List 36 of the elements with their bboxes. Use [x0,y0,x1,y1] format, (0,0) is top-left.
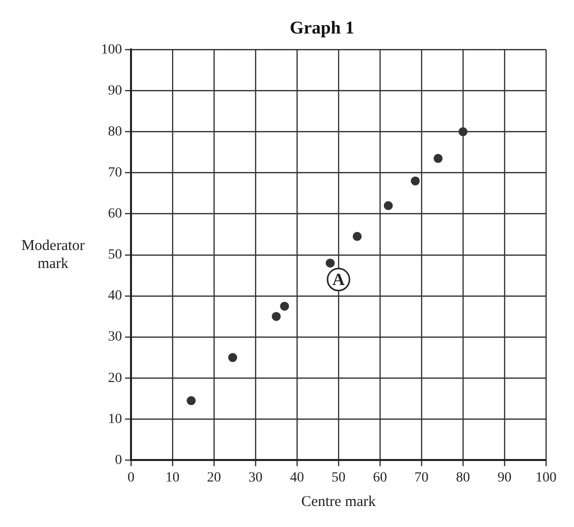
x-tick-label: 20 [207,470,221,486]
x-tick-label: 50 [332,470,346,486]
point [228,353,238,362]
annotation: A [332,270,346,289]
point [458,127,468,136]
x-tick-label: 70 [414,470,428,486]
y-tick-label: 40 [108,288,122,304]
y-tick-label: 60 [108,206,122,222]
y-tick-label: 10 [108,412,122,427]
y-tick-label: 100 [101,42,122,58]
y-tick-label: 30 [108,330,122,345]
point [410,176,420,186]
y-tick-label: 80 [108,124,122,140]
x-axis-title: Centre mark [301,494,376,510]
y-tick-label: 50 [108,248,122,263]
y-tick-label: 70 [108,165,122,180]
x-tick-label: 0 [128,470,134,486]
point [434,154,443,163]
x-tick-label: 10 [166,470,180,486]
chart-title: Graph 1 [290,17,354,38]
x-tick-label: 60 [373,470,387,486]
y-tick-label: 0 [115,452,122,468]
point [384,201,393,210]
y-tick-label: 20 [108,370,122,386]
y-tick-label: 90 [108,83,122,98]
x-tick-label: 40 [290,470,304,486]
x-tick-label: 80 [456,470,470,486]
point [352,232,362,241]
x-tick-label: 90 [498,470,512,486]
point [326,258,335,268]
point [272,312,281,321]
x-tick-label: 30 [248,470,262,486]
point [280,302,290,311]
y-axis-title: Moderator mark [21,238,85,272]
x-tick-label: 100 [536,470,556,486]
point [186,396,196,406]
